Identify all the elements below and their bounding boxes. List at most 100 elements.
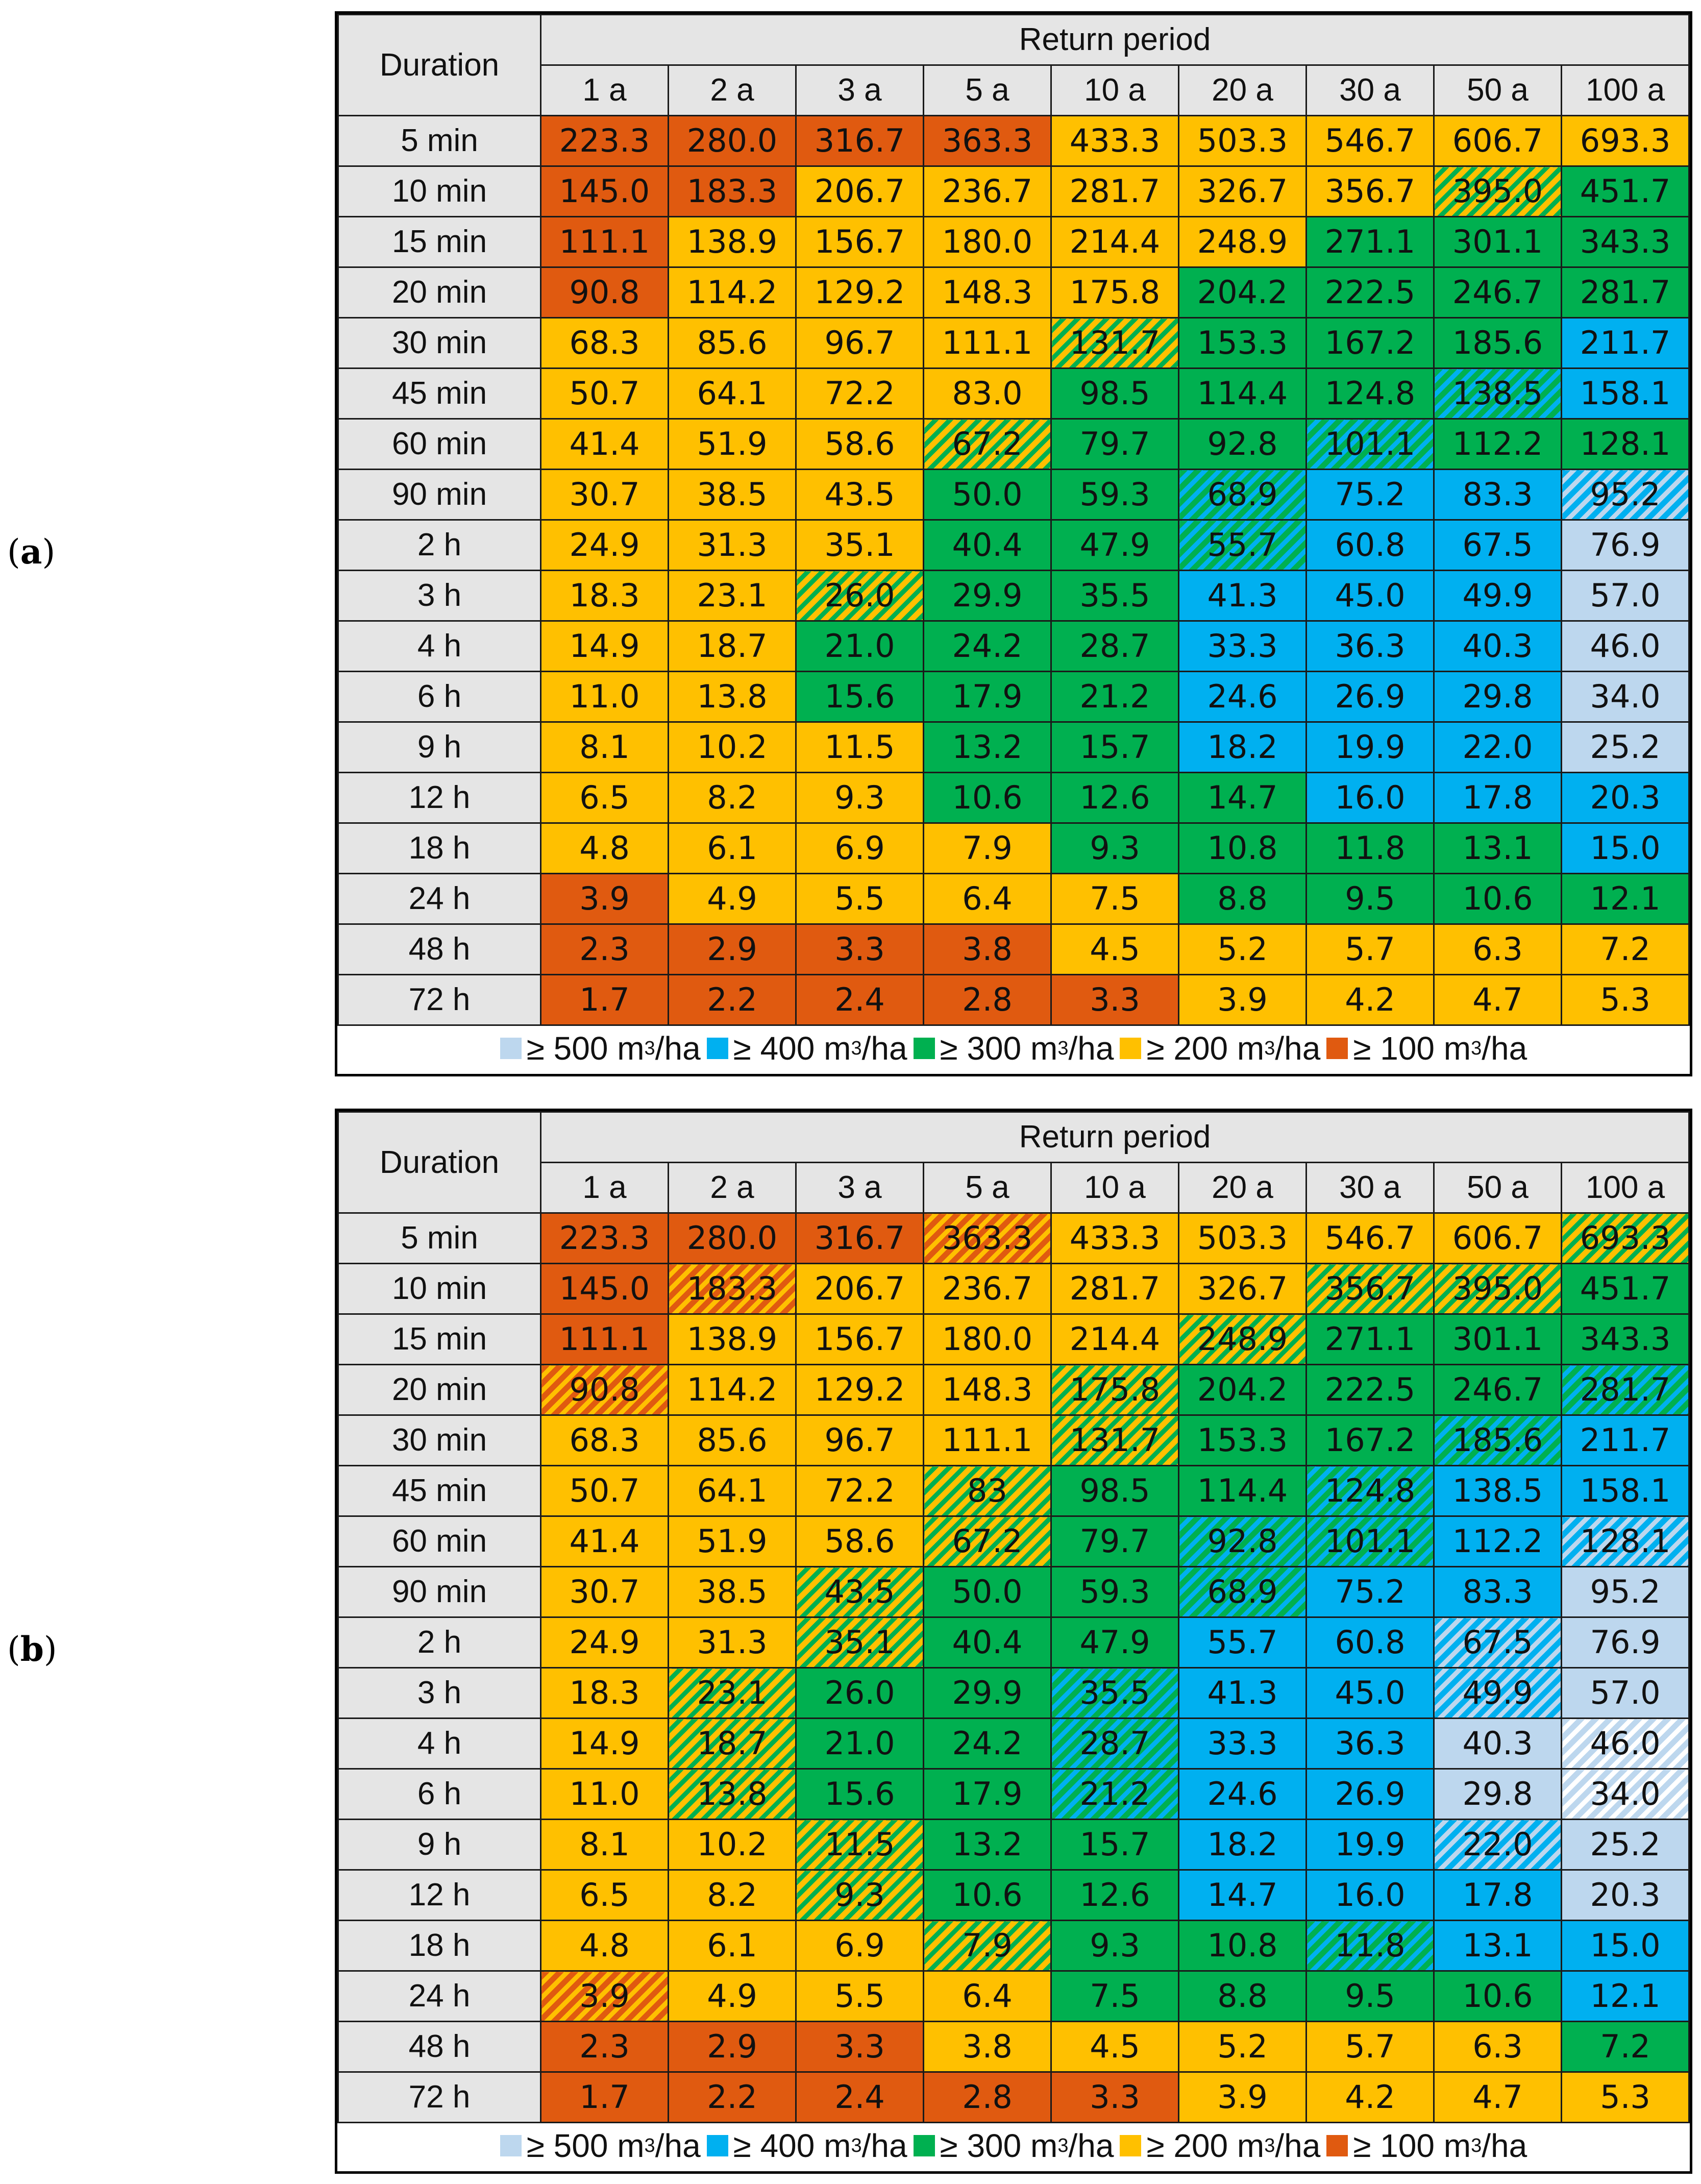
table-cell-value: 13.1 bbox=[1433, 822, 1562, 874]
table-cell-value: 7.9 bbox=[923, 1920, 1052, 1972]
table-cell-value: 22.0 bbox=[1433, 721, 1562, 773]
table-row: 18 h 4.8 6.1 6.9 7.9 9.3 10.8 11.8 13.1 15.0 bbox=[337, 822, 1690, 874]
table-cell-value: 433.3 bbox=[1050, 1212, 1179, 1264]
table-cell-value: 248.9 bbox=[1178, 1313, 1307, 1365]
table-cell-value: 98.5 bbox=[1050, 367, 1179, 420]
table-cell-value: 185.6 bbox=[1433, 317, 1562, 369]
table-cell-value: 156.7 bbox=[795, 1313, 924, 1365]
table-cell-value: 11.5 bbox=[795, 721, 924, 773]
legend-swatch bbox=[706, 2135, 728, 2156]
table-cell-value: 85.6 bbox=[668, 317, 797, 369]
table-cell-value: 51.9 bbox=[668, 1515, 797, 1567]
table-cell-value: 68.9 bbox=[1178, 1566, 1307, 1618]
table-cell-value: 395.0 bbox=[1433, 1263, 1562, 1315]
legend-text: ≥ 500 m bbox=[526, 1030, 645, 1067]
legend-unit: /ha bbox=[1275, 2127, 1321, 2164]
table-cell-value: 50.0 bbox=[923, 469, 1052, 521]
table-cell-value: 326.7 bbox=[1178, 165, 1307, 217]
row-header-duration: 2 h bbox=[337, 1616, 541, 1668]
table-cell-value: 111.1 bbox=[540, 216, 669, 268]
table-row: 12 h 6.5 8.2 9.3 10.6 12.6 14.7 16.0 17.8 20.3 bbox=[337, 772, 1690, 824]
table-cell-value: 76.9 bbox=[1560, 519, 1690, 571]
table-cell-value: 79.7 bbox=[1050, 418, 1179, 470]
table-cell-value: 9.3 bbox=[1050, 822, 1179, 874]
table-cell-value: 8.1 bbox=[540, 1819, 669, 1871]
table-cell-value: 183.3 bbox=[668, 165, 797, 217]
table-cell-value: 21.0 bbox=[795, 620, 924, 672]
column-header: 10 a bbox=[1050, 64, 1179, 116]
table-cell-value: 13.8 bbox=[668, 1768, 797, 1820]
table-cell-value: 14.7 bbox=[1178, 772, 1307, 824]
table-row: 5 min 223.3 280.0 316.7 363.3 433.3 503.3 546.7… bbox=[337, 115, 1690, 167]
table-cell-value: 67.5 bbox=[1433, 519, 1562, 571]
column-header: 2 a bbox=[668, 64, 797, 116]
row-header-duration: 90 min bbox=[337, 1566, 541, 1618]
table-cell-value: 22.0 bbox=[1433, 1819, 1562, 1871]
table-cell-value: 6.5 bbox=[540, 772, 669, 824]
table-cell-value: 356.7 bbox=[1305, 1263, 1435, 1315]
table-cell-value: 31.3 bbox=[668, 1616, 797, 1668]
column-header: 100 a bbox=[1560, 1162, 1690, 1214]
legend-unit: /ha bbox=[1068, 2127, 1114, 2164]
table-cell-value: 145.0 bbox=[540, 1263, 669, 1315]
table-cell-value: 34.0 bbox=[1560, 1768, 1690, 1820]
table-cell-value: 316.7 bbox=[795, 1212, 924, 1264]
table-cell-value: 51.9 bbox=[668, 418, 797, 470]
table-row: 9 h 8.1 10.2 11.5 13.2 15.7 18.2 19.9 22.0 25.2 bbox=[337, 1819, 1690, 1871]
table-cell-value: 3.9 bbox=[1178, 974, 1307, 1026]
column-header: 2 a bbox=[668, 1162, 797, 1214]
table-cell-value: 20.3 bbox=[1560, 1869, 1690, 1921]
table-cell-value: 33.3 bbox=[1178, 620, 1307, 672]
table-cell-value: 15.7 bbox=[1050, 721, 1179, 773]
table-row: 2 h 24.9 31.3 35.1 40.4 47.9 55.7 60.8 67.5 76.9 bbox=[337, 1616, 1690, 1668]
table-cell-value: 20.3 bbox=[1560, 772, 1690, 824]
table-cell-value: 19.9 bbox=[1305, 1819, 1435, 1871]
table-cell-value: 21.2 bbox=[1050, 1768, 1179, 1820]
table-cell-value: 18.3 bbox=[540, 570, 669, 622]
table-row: 24 h 3.9 4.9 5.5 6.4 7.5 8.8 9.5 10.6 12.1 bbox=[337, 873, 1690, 925]
column-header: 20 a bbox=[1178, 1162, 1307, 1214]
table-cell-value: 64.1 bbox=[668, 1465, 797, 1517]
row-header-duration: 90 min bbox=[337, 469, 541, 521]
table-cell-value: 35.1 bbox=[795, 519, 924, 571]
table-row: 15 min 111.1 138.9 156.7 180.0 214.4 248.9 271.… bbox=[337, 216, 1690, 268]
table-cell-value: 16.0 bbox=[1305, 1869, 1435, 1921]
table-cell-value: 180.0 bbox=[923, 1313, 1052, 1365]
column-header: 50 a bbox=[1433, 64, 1562, 116]
legend-text: ≥ 100 m bbox=[1353, 2127, 1471, 2164]
table-cell-value: 9.3 bbox=[795, 772, 924, 824]
table-row: 3 h 18.3 23.1 26.0 29.9 35.5 41.3 45.0 49.9 57.0 bbox=[337, 570, 1690, 622]
table-row: 5 min 223.3 280.0 316.7 363.3 433.3 503.3 546.7… bbox=[337, 1212, 1690, 1264]
legend-text: ≥ 300 m bbox=[940, 1030, 1058, 1067]
table-cell-value: 7.5 bbox=[1050, 1970, 1179, 2022]
table-cell-value: 138.9 bbox=[668, 216, 797, 268]
table-cell-value: 206.7 bbox=[795, 1263, 924, 1315]
table-cell-value: 211.7 bbox=[1560, 317, 1690, 369]
table-row: 10 min 145.0 183.3 206.7 236.7 281.7 326.7 356.… bbox=[337, 1263, 1690, 1315]
table-row: 4 h 14.9 18.7 21.0 24.2 28.7 33.3 36.3 40.3 46.0 bbox=[337, 620, 1690, 672]
legend-swatch bbox=[1326, 1038, 1348, 1059]
table-cell-value: 59.3 bbox=[1050, 469, 1179, 521]
table-cell-value: 58.6 bbox=[795, 418, 924, 470]
table-cell-value: 24.6 bbox=[1178, 671, 1307, 723]
table-cell-value: 158.1 bbox=[1560, 367, 1690, 420]
table-cell-value: 46.0 bbox=[1560, 1717, 1690, 1770]
table-cell-value: 38.5 bbox=[668, 1566, 797, 1618]
table-cell-value: 693.3 bbox=[1560, 115, 1690, 167]
table-cell-value: 363.3 bbox=[923, 115, 1052, 167]
table-cell-value: 83 bbox=[923, 1465, 1052, 1517]
table-cell-value: 204.2 bbox=[1178, 266, 1307, 318]
table-cell-value: 280.0 bbox=[668, 1212, 797, 1264]
table-cell-value: 6.1 bbox=[668, 1920, 797, 1972]
table-cell-value: 111.1 bbox=[923, 1414, 1052, 1466]
table-cell-value: 3.3 bbox=[1050, 974, 1179, 1026]
row-header-duration: 2 h bbox=[337, 519, 541, 571]
table-cell-value: 236.7 bbox=[923, 1263, 1052, 1315]
table-cell-value: 2.9 bbox=[668, 2021, 797, 2073]
table-cell-value: 68.9 bbox=[1178, 469, 1307, 521]
column-header: 30 a bbox=[1305, 1162, 1435, 1214]
table-row: 45 min 50.7 64.1 72.2 83.0 98.5 114.4 124.8 138.… bbox=[337, 367, 1690, 420]
table-cell-value: 546.7 bbox=[1305, 1212, 1435, 1264]
legend-text: ≥ 500 m bbox=[526, 2127, 645, 2164]
